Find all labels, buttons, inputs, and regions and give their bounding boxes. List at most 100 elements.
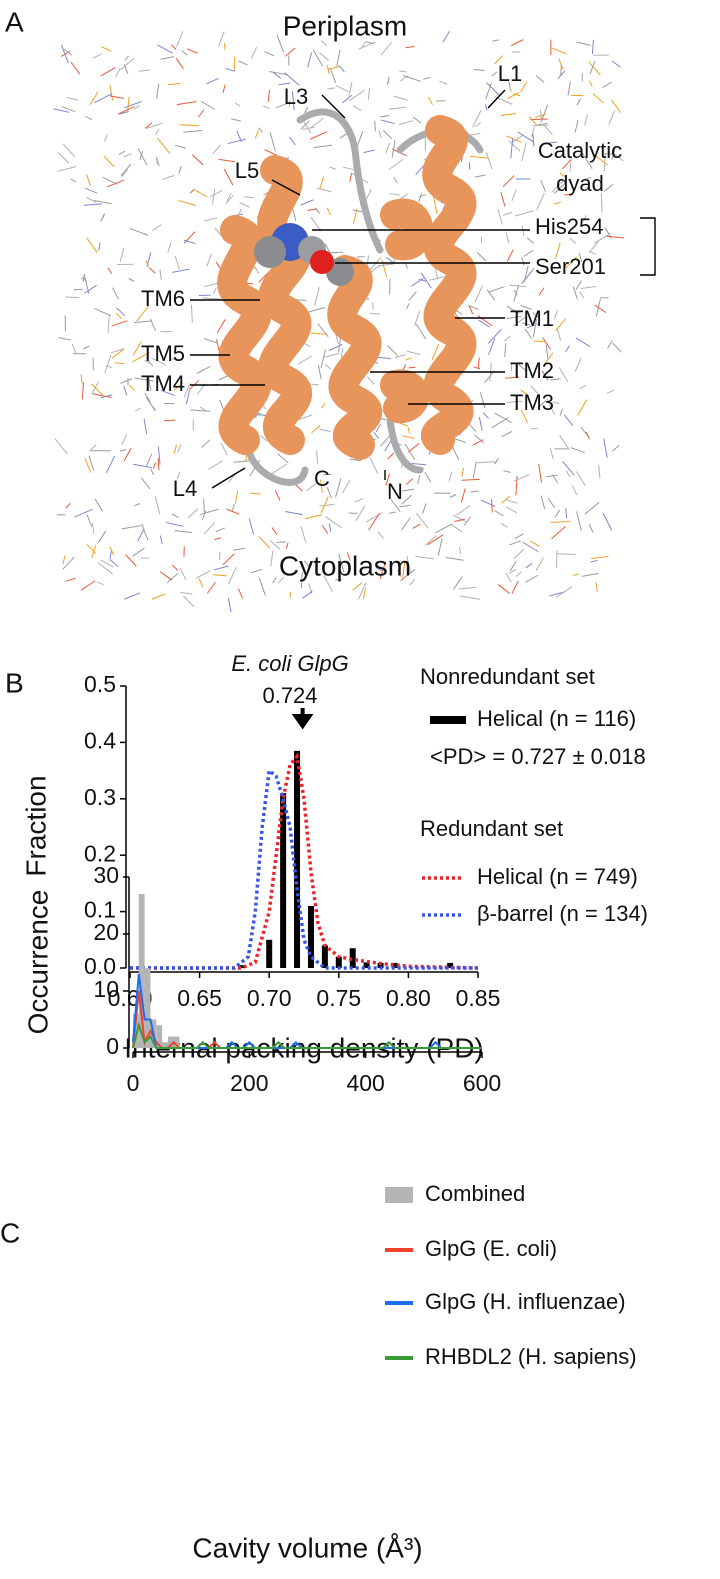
x-tick-label: 0.75: [316, 985, 361, 1011]
lipid-stroke: [336, 49, 341, 67]
panel-label: A: [5, 6, 24, 37]
lipid-stroke: [414, 310, 421, 327]
loop-label: L4: [173, 476, 197, 501]
lipid-stroke: [88, 455, 95, 472]
lipid-stroke: [420, 272, 432, 289]
lipid-stroke: [93, 199, 112, 205]
lipid-stroke: [562, 461, 575, 476]
lipid-stroke: [123, 153, 133, 158]
legend-heading: Redundant set: [420, 816, 563, 841]
lipid-stroke: [579, 291, 585, 299]
leader-line: [190, 89, 656, 489]
lipid-stroke: [54, 438, 68, 455]
lipid-stroke: [225, 195, 234, 205]
lipid-stroke: [372, 264, 381, 271]
lipid-stroke: [152, 462, 156, 469]
lipid-stroke: [546, 398, 555, 416]
lipid-stroke: [507, 400, 523, 403]
lipid-stroke: [123, 386, 128, 396]
legend-swatch: [385, 1187, 413, 1203]
lipid-stroke: [491, 71, 498, 77]
lipid-stroke: [539, 109, 543, 121]
x-tick-label: 400: [346, 1070, 384, 1096]
lipid-stroke: [393, 177, 398, 184]
lipid-stroke: [501, 431, 513, 438]
lipid-stroke: [94, 93, 112, 104]
lipid-stroke: [565, 345, 570, 353]
dyad-label: dyad: [556, 171, 604, 196]
lipid-stroke: [505, 232, 510, 244]
lipid-stroke: [70, 61, 81, 75]
bar: [294, 750, 301, 968]
x-tick-label: 0.65: [177, 985, 222, 1011]
lipid-stroke: [549, 448, 554, 460]
lipid-stroke: [183, 129, 203, 133]
lipid-stroke: [226, 508, 240, 515]
lipid-stroke: [302, 126, 315, 130]
lipid-stroke: [407, 426, 411, 434]
histogram-bar: [156, 1025, 163, 1048]
lipid-stroke: [476, 251, 487, 262]
x-tick-label: 0: [127, 1070, 140, 1096]
lipid-stroke: [178, 199, 196, 206]
lipid-stroke: [535, 557, 544, 571]
lipid-stroke: [459, 586, 477, 590]
lipid-stroke: [516, 571, 522, 577]
lipid-stroke: [472, 110, 482, 128]
lipid-stroke: [120, 57, 135, 71]
lipid-stroke: [461, 467, 465, 477]
lipid-stroke: [515, 475, 518, 496]
lipid-stroke: [166, 573, 179, 583]
lipid-stroke: [198, 578, 204, 588]
lipid-stroke: [514, 533, 524, 540]
lipid-stroke: [509, 540, 521, 546]
lipid-stroke: [278, 82, 291, 86]
lipid-stroke: [570, 447, 585, 454]
lipid-stroke: [102, 176, 118, 185]
lipid-stroke: [159, 571, 173, 581]
lipid-stroke: [260, 435, 268, 442]
lipid-stroke: [80, 373, 83, 384]
lipid-stroke: [503, 470, 511, 473]
lipid-stroke: [418, 194, 427, 198]
lipid-stroke: [270, 550, 274, 567]
lipid-stroke: [86, 543, 97, 555]
lipid-stroke: [555, 318, 567, 331]
lipid-stroke: [582, 215, 587, 222]
legend-heading: Nonredundant set: [420, 664, 595, 689]
lipid-stroke: [472, 439, 484, 446]
protein-cartoon: [217, 108, 484, 486]
lipid-stroke: [223, 168, 234, 186]
lipid-stroke: [269, 463, 288, 476]
legend-label: Helical (n = 116): [477, 706, 636, 731]
lipid-stroke: [250, 568, 263, 574]
lipid-stroke: [358, 582, 367, 600]
lipid-stroke: [558, 58, 564, 70]
lipid-stroke: [342, 479, 351, 494]
annotation: E. coli GlpG: [231, 651, 348, 676]
lipid-stroke: [300, 571, 303, 589]
x-tick-label: 0.85: [456, 985, 501, 1011]
lipid-stroke: [115, 312, 122, 320]
lipid-stroke: [385, 473, 391, 486]
lipid-stroke: [349, 172, 353, 183]
lipid-stroke: [544, 141, 558, 145]
lipid-stroke: [70, 178, 77, 183]
lipid-stroke: [264, 149, 278, 156]
lipid-stroke: [352, 582, 363, 591]
lipid-stroke: [378, 263, 395, 267]
lipid-stroke: [174, 144, 187, 149]
lipid-stroke: [295, 484, 303, 492]
lipid-stroke: [400, 569, 416, 582]
lipid-stroke: [565, 470, 571, 478]
lipid-stroke: [211, 188, 216, 205]
lipid-stroke: [176, 100, 197, 106]
lipid-stroke: [340, 347, 344, 358]
lipid-stroke: [528, 116, 537, 125]
lipid-stroke: [121, 433, 128, 446]
lipid-stroke: [517, 131, 534, 143]
lipid-stroke: [552, 401, 560, 405]
lipid-stroke: [162, 175, 175, 180]
lipid-stroke: [223, 43, 226, 51]
lipid-stroke: [404, 443, 416, 460]
